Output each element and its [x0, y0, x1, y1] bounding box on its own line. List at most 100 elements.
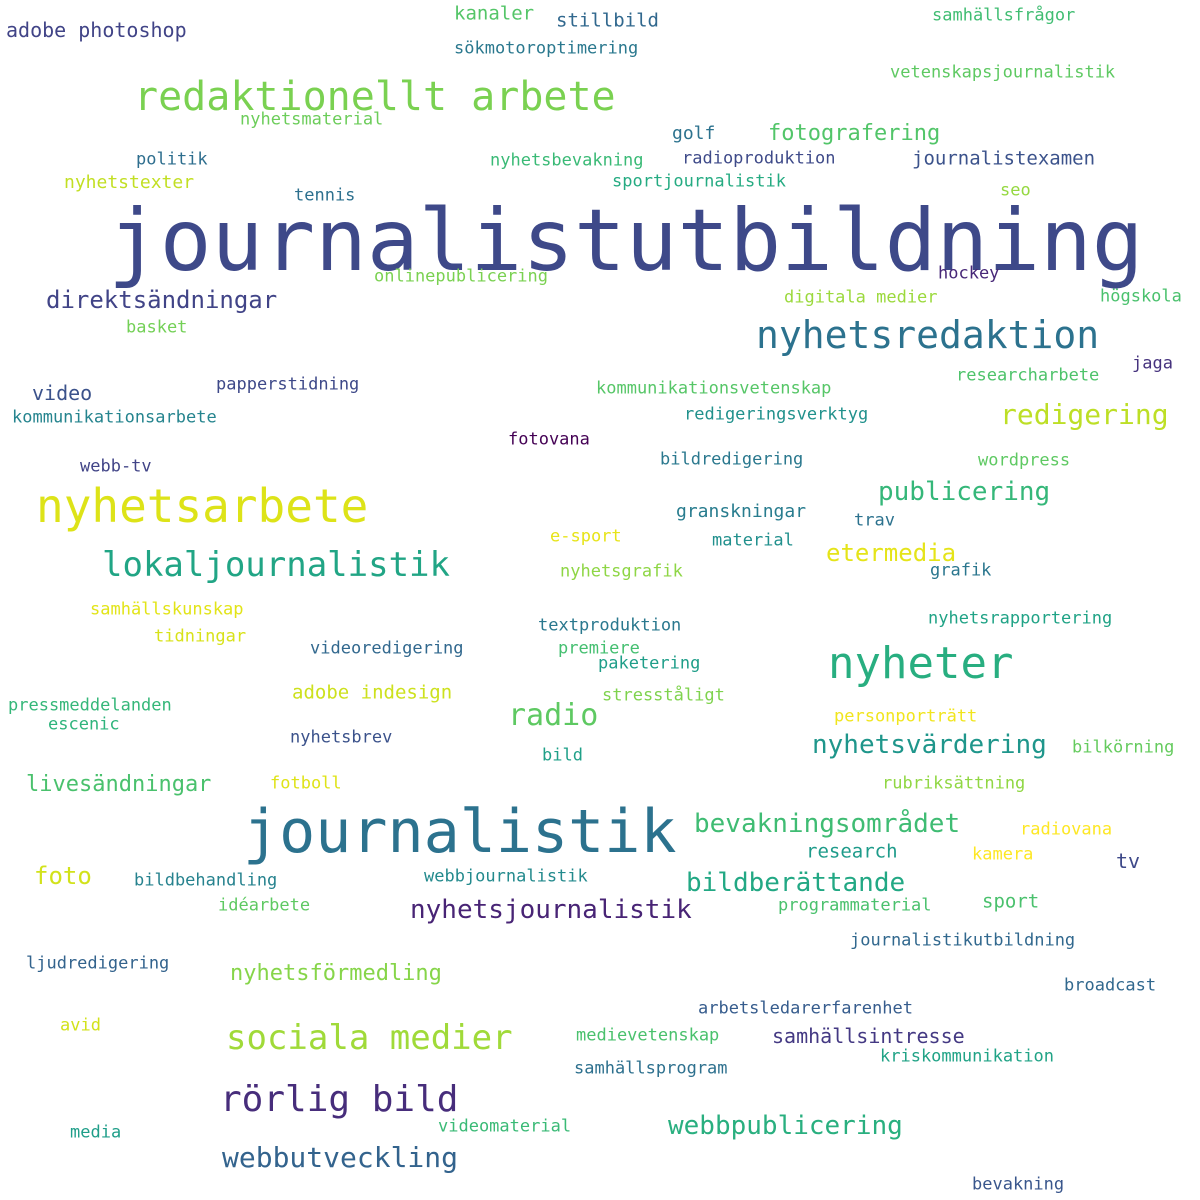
word-bild: bild — [542, 745, 583, 766]
word-nyhetsgrafik: nyhetsgrafik — [560, 561, 683, 582]
word-idearbete: idéarbete — [218, 895, 311, 916]
word-fotovana: fotovana — [508, 429, 590, 450]
word-nyhetsrapportering: nyhetsrapportering — [928, 608, 1113, 629]
word-webbutveckling: webbutveckling — [222, 1141, 459, 1174]
word-nyhetsarbete: nyhetsarbete — [36, 479, 369, 533]
word-foto: foto — [34, 862, 92, 890]
word-sociala-medier: sociala medier — [226, 1018, 513, 1058]
word-samhallskunskap: samhällskunskap — [90, 599, 244, 620]
word-vetenskapsjournalistik: vetenskapsjournalistik — [890, 62, 1116, 83]
word-digitala-medier: digitala medier — [784, 287, 938, 308]
word-nyhetsbrev: nyhetsbrev — [290, 727, 393, 748]
word-nyhetsformedling: nyhetsförmedling — [230, 961, 442, 986]
word-video: video — [32, 381, 93, 405]
word-stresstaligt: stresståligt — [602, 685, 725, 706]
word-journalistik: journalistik — [243, 797, 677, 867]
word-arbetsledarerfarenhet: arbetsledarerfarenhet — [698, 998, 913, 1019]
word-wordpress: wordpress — [978, 450, 1071, 471]
word-livesandningar: livesändningar — [26, 772, 212, 797]
word-tidningar: tidningar — [154, 626, 247, 647]
word-redigeringsverktyg: redigeringsverktyg — [684, 404, 869, 425]
word-publicering: publicering — [878, 477, 1051, 507]
word-nyhetstexter: nyhetstexter — [64, 172, 195, 193]
word-bevakning: bevakning — [972, 1174, 1065, 1195]
word-redaktionellt-arbete: redaktionellt arbete — [134, 74, 616, 120]
word-stillbild: stillbild — [556, 9, 659, 32]
word-direktsandningar: direktsändningar — [46, 286, 278, 314]
word-sport: sport — [982, 890, 1040, 913]
word-escenic: escenic — [48, 714, 120, 735]
word-e-sport: e-sport — [550, 526, 622, 547]
word-etermedia: etermedia — [826, 539, 957, 567]
word-trav: trav — [854, 510, 895, 531]
word-programmaterial: programmaterial — [778, 895, 932, 916]
word-kommunikationsarbete: kommunikationsarbete — [12, 407, 217, 428]
word-nyhetsmaterial: nyhetsmaterial — [240, 109, 384, 130]
word-nyhetsbevakning: nyhetsbevakning — [490, 150, 644, 171]
word-journalistutbildning: journalistutbildning — [108, 191, 1144, 291]
word-seo: seo — [1000, 180, 1031, 201]
word-nyhetsjournalistik: nyhetsjournalistik — [410, 895, 692, 925]
word-journalistexamen: journalistexamen — [912, 147, 1096, 170]
word-personportratt: personporträtt — [834, 706, 978, 727]
word-tennis: tennis — [294, 185, 356, 206]
word-bildbehandling: bildbehandling — [134, 870, 278, 891]
word-tv: tv — [1116, 849, 1141, 873]
word-granskningar: granskningar — [676, 501, 807, 522]
word-medievetenskap: medievetenskap — [576, 1025, 720, 1046]
word-kamera: kamera — [972, 844, 1034, 865]
word-bevakningsomradet: bevakningsområdet — [694, 809, 961, 839]
word-journalistikutbildning: journalistikutbildning — [850, 930, 1076, 951]
word-broadcast: broadcast — [1064, 975, 1157, 996]
word-hockey: hockey — [938, 263, 1000, 284]
word-bildberattande: bildberättande — [686, 868, 906, 898]
word-samhallsfragor: samhällsfrågor — [932, 5, 1076, 26]
word-radio: radio — [508, 698, 599, 733]
word-politik: politik — [136, 149, 208, 170]
word-material: material — [712, 530, 794, 551]
word-webbjournalistik: webbjournalistik — [424, 866, 588, 887]
word-radiovana: radiovana — [1020, 819, 1113, 840]
word-grafik: grafik — [930, 560, 992, 581]
word-kanaler: kanaler — [454, 2, 535, 25]
word-jaga: jaga — [1132, 353, 1173, 374]
word-fotografering: fotografering — [768, 121, 941, 146]
word-avid: avid — [60, 1015, 101, 1036]
word-premiere: premiere — [558, 638, 640, 659]
word-samhallsprogram: samhällsprogram — [574, 1058, 728, 1079]
word-samhallsintresse: samhällsintresse — [772, 1024, 965, 1048]
word-nyhetsvardering: nyhetsvärdering — [812, 730, 1047, 760]
word-hogskola: högskola — [1100, 286, 1182, 307]
word-sokmotoroptimering: sökmotoroptimering — [454, 38, 639, 59]
word-ljudredigering: ljudredigering — [26, 953, 170, 974]
word-bilkorning: bilkörning — [1072, 737, 1175, 758]
word-research: research — [806, 840, 898, 863]
word-nyheter: nyheter — [828, 638, 1014, 689]
word-videomaterial: videomaterial — [438, 1116, 572, 1137]
word-videoredigering: videoredigering — [310, 638, 464, 659]
word-radioproduktion: radioproduktion — [682, 148, 836, 169]
word-webbpublicering: webbpublicering — [668, 1111, 903, 1141]
word-adobe-photoshop: adobe photoshop — [6, 18, 187, 42]
word-researcharbete: researcharbete — [956, 365, 1100, 386]
word-bildredigering: bildredigering — [660, 449, 804, 470]
word-basket: basket — [126, 317, 188, 338]
word-golf: golf — [672, 123, 716, 144]
word-onlinepublicering: onlinepublicering — [374, 266, 548, 287]
word-nyhetsredaktion: nyhetsredaktion — [756, 313, 1100, 357]
word-pressmeddelanden: pressmeddelanden — [8, 695, 172, 716]
word-fotboll: fotboll — [270, 773, 342, 794]
word-kriskommunikation: kriskommunikation — [880, 1046, 1054, 1067]
word-kommunikationsvetenskap: kommunikationsvetenskap — [596, 378, 832, 399]
word-redigering: redigering — [1000, 398, 1169, 431]
word-papperstidning: papperstidning — [216, 374, 360, 395]
word-rorlig-bild: rörlig bild — [220, 1079, 459, 1120]
word-sportjournalistik: sportjournalistik — [612, 171, 786, 192]
word-textproduktion: textproduktion — [538, 615, 682, 636]
word-paketering: paketering — [598, 653, 701, 674]
word-webb-tv: webb-tv — [80, 456, 152, 477]
word-lokaljournalistik: lokaljournalistik — [102, 545, 450, 585]
word-media: media — [70, 1122, 122, 1143]
word-rubriksattning: rubriksättning — [882, 773, 1026, 794]
